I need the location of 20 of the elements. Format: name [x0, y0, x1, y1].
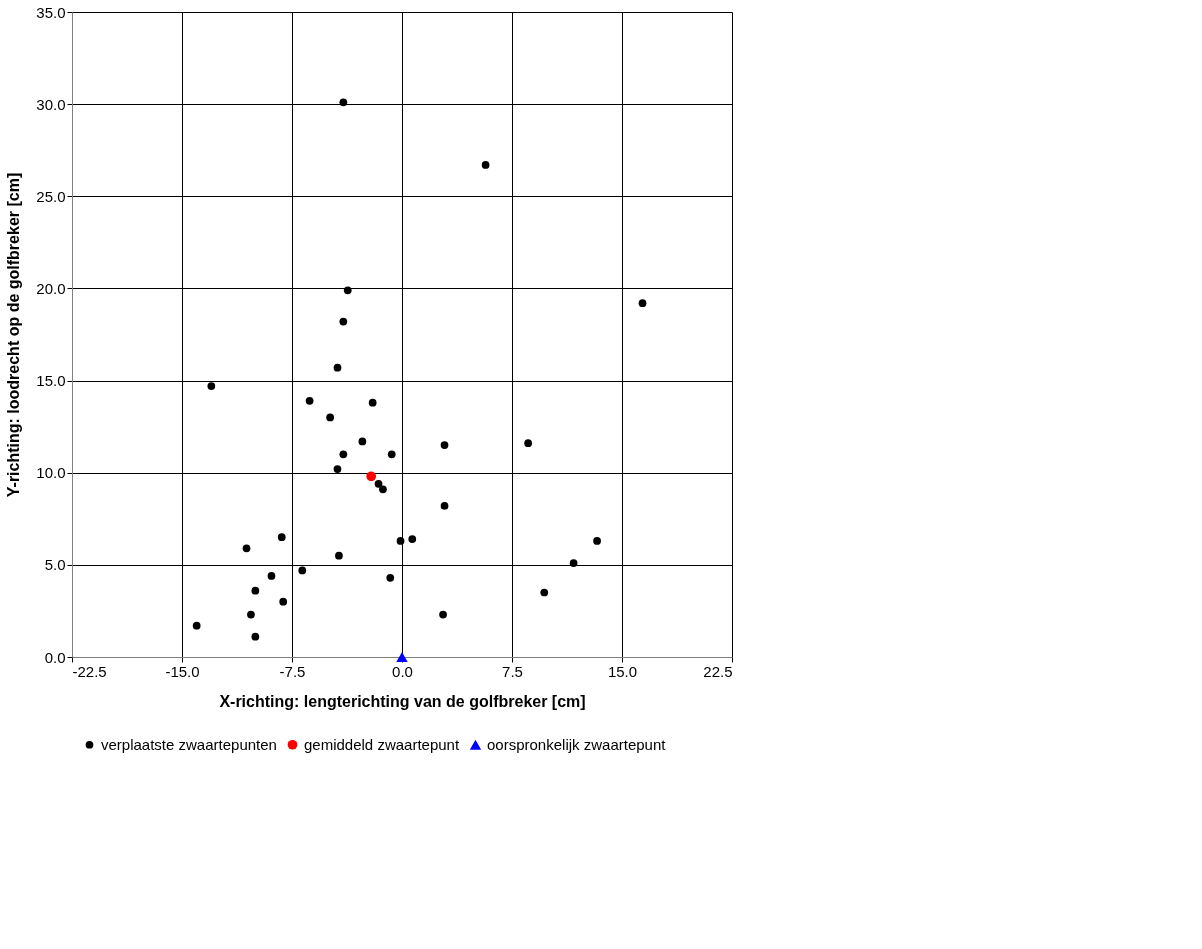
y-tick-label: 0.0 [44, 648, 66, 666]
legend-label: oorspronkelijk zwaartepunt [487, 735, 667, 753]
x-axis-title: X-richting: lengterichting van de golfbreker [cm] [219, 692, 586, 710]
y-tick-label: 35.0 [36, 3, 66, 21]
x-tick-label: 22.5 [703, 662, 733, 680]
y-tick-label: 15.0 [36, 372, 66, 390]
legend-label: gemiddeld zwaartepunt [304, 735, 460, 753]
x-tick-label: -7.5 [279, 662, 306, 680]
x-tick-label: 7.5 [502, 662, 523, 680]
y-tick-label: 5.0 [44, 556, 66, 574]
x-tick-label: -15.0 [165, 662, 200, 680]
y-tick-label: 30.0 [36, 95, 66, 113]
legend-label: verplaatste zwaartepunten [101, 735, 277, 753]
y-axis-title: Y-richting: loodrecht op de golfbreker [cm] [5, 172, 23, 498]
y-tick-label: 10.0 [36, 464, 66, 482]
x-tick-label: 0.0 [392, 662, 413, 680]
y-tick-label: 20.0 [36, 279, 66, 297]
x-tick-label: 15.0 [607, 662, 638, 680]
x-tick-label: -22.5 [72, 662, 107, 680]
y-tick-label: 25.0 [36, 187, 66, 205]
